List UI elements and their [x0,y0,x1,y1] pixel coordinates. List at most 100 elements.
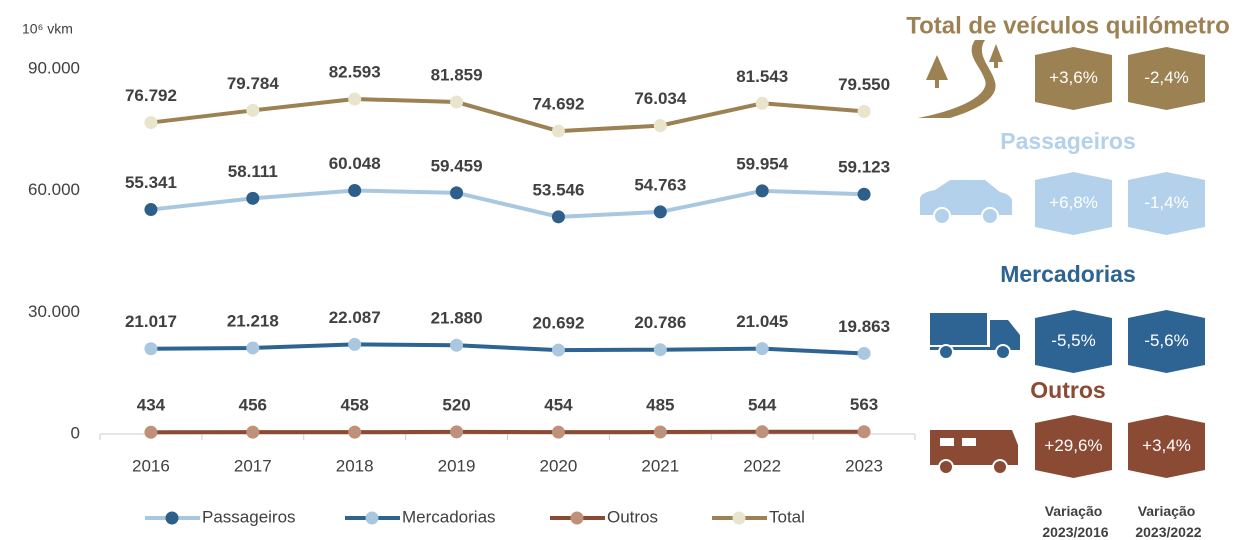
variation-label: -5,5% [1051,331,1095,350]
variation-label: -2,4% [1144,68,1188,87]
y-tick-label: 60.000 [28,180,80,199]
data-label: 74.692 [532,95,584,114]
point [450,186,464,200]
point [653,205,667,219]
data-label: 563 [850,395,878,414]
point [246,103,260,117]
variation-label: +6,8% [1049,193,1098,212]
column-label: Variação 2023/2022 [1131,503,1201,540]
column-label-part: 2023/2016 [1038,524,1108,540]
data-label: 81.543 [736,67,788,86]
legend-marker [570,511,584,525]
data-label: 58.111 [228,162,278,181]
data-label: 79.784 [227,74,280,93]
x-tick-label: 2021 [641,456,679,475]
point [755,96,769,110]
point [755,184,769,198]
data-label: 21.017 [125,312,177,331]
column-label-part: 2023/2022 [1131,524,1201,540]
series-line [150,342,865,356]
point [857,425,871,439]
data-label: 21.880 [431,309,483,328]
x-tick-label: 2023 [845,456,883,475]
point [144,425,158,439]
group-title: Outros [1030,377,1105,403]
legend-label: Mercadorias [402,507,496,526]
truck-icon [930,313,1020,360]
group-title: Total de veículos quilómetro [906,12,1230,39]
variation-label: -5,6% [1144,331,1188,350]
point [348,337,362,351]
data-label: 434 [137,396,166,415]
data-label: 76.792 [125,86,177,105]
x-tick-label: 2020 [540,456,578,475]
variation-label: -1,4% [1144,193,1188,212]
data-label: 59.954 [736,154,789,173]
data-label: 21.045 [736,312,788,331]
x-tick-label: 2019 [438,456,476,475]
data-label: 79.550 [838,75,890,94]
x-tick-label: 2018 [336,456,374,475]
point [551,343,565,357]
x-tick-label: 2016 [132,456,170,475]
point [144,116,158,130]
group-title: Mercadorias [1000,261,1136,287]
x-tick-label: 2017 [234,456,272,475]
y-tick-label: 90.000 [28,58,80,77]
series-line [150,97,865,134]
point [653,343,667,357]
data-label: 20.786 [634,313,686,332]
group-title: Passageiros [1000,128,1136,154]
legend-label: Passageiros [202,507,296,526]
data-label: 59.123 [838,158,890,177]
data-label: 60.048 [329,154,381,173]
point [755,425,769,439]
road-icon [918,40,1003,118]
point [653,425,667,439]
y-tick-label: 30.000 [28,302,80,321]
point [348,183,362,197]
variation-label: +29,6% [1044,436,1102,455]
data-label: 20.692 [532,314,584,333]
column-label-part: Variação [1138,503,1196,519]
series-line [150,429,865,435]
point [551,425,565,439]
variation-label: +3,4% [1142,436,1191,455]
variation-box [1128,172,1205,235]
data-label: 520 [442,395,470,414]
point [144,342,158,356]
point [551,124,565,138]
point [755,342,769,356]
data-label: 456 [239,396,267,415]
legend-marker [165,511,179,525]
point [857,346,871,360]
data-label: 82.593 [329,63,381,82]
legend-marker [365,511,379,525]
data-label: 81.859 [431,66,483,85]
point [857,104,871,118]
legend-marker [732,511,746,525]
column-label-part: Variação [1045,503,1103,519]
variation-box [1035,415,1112,478]
data-label: 544 [748,395,777,414]
point [246,341,260,355]
point [653,119,667,133]
point [246,425,260,439]
series-line [150,188,865,219]
point [551,210,565,224]
variation-box [1128,47,1205,110]
data-label: 22.087 [329,308,381,327]
variation-box [1035,47,1112,110]
data-label: 53.546 [532,180,584,199]
data-label: 54.763 [634,175,686,194]
y-tick-label: 0 [71,423,80,442]
data-label: 55.341 [125,173,177,192]
data-label: 76.034 [634,89,687,108]
x-tick-label: 2022 [743,456,781,475]
data-label: 19.863 [838,317,890,336]
car-icon [920,180,1012,225]
data-label: 454 [544,396,573,415]
y-axis-label: 10⁶ vkm [22,21,73,37]
point [450,338,464,352]
point [450,95,464,109]
